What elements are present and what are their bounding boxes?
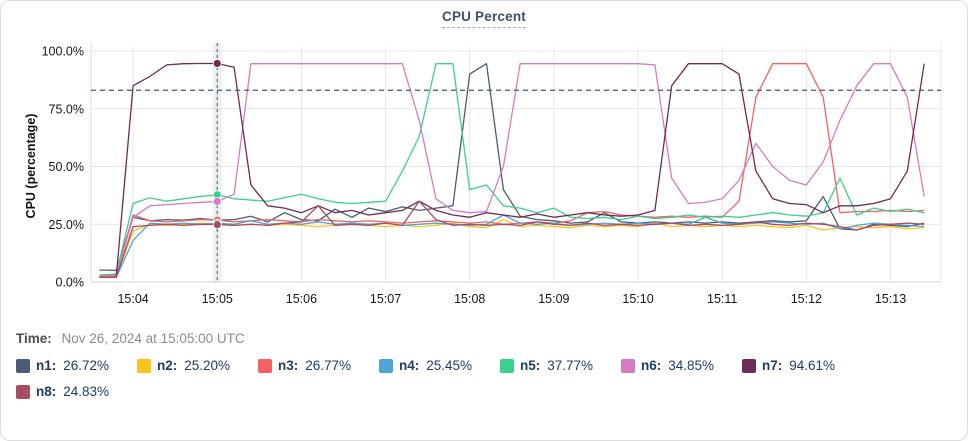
legend-item-n4[interactable]: n4: 25.45% bbox=[379, 358, 500, 373]
legend-item-n5[interactable]: n5: 37.77% bbox=[500, 358, 621, 373]
legend-swatch-n7 bbox=[742, 358, 756, 373]
legend-swatch-n6 bbox=[621, 358, 635, 373]
legend-label: n7: bbox=[762, 358, 783, 373]
x-tick-label: 15:12 bbox=[791, 292, 822, 306]
legend-label: n2: bbox=[157, 358, 178, 373]
legend-label: n8: bbox=[36, 384, 57, 399]
legend-label: n1: bbox=[36, 358, 57, 373]
legend-item-n3[interactable]: n3: 26.77% bbox=[258, 358, 379, 373]
legend-value: 25.45% bbox=[426, 358, 473, 373]
legend-value: 94.61% bbox=[789, 358, 836, 373]
legend-value: 24.83% bbox=[63, 384, 110, 399]
legend-swatch-n3 bbox=[258, 358, 272, 373]
crosshair-band bbox=[212, 43, 222, 282]
y-tick-label: 100.0% bbox=[42, 45, 84, 59]
legend-item-n6[interactable]: n6: 34.85% bbox=[621, 358, 742, 373]
chart-area[interactable]: CPU (percentage) 0.0% 25.0% 50.0% 75.0% 100.… bbox=[1, 35, 968, 309]
x-tick-label: 15:05 bbox=[202, 292, 233, 306]
x-tick-label: 15:11 bbox=[707, 292, 737, 306]
x-tick-label: 15:07 bbox=[370, 292, 401, 306]
legend-label: n6: bbox=[641, 358, 662, 373]
x-tick-label: 15:09 bbox=[538, 292, 569, 306]
y-tick-label: 50.0% bbox=[49, 160, 84, 174]
y-tick-label: 0.0% bbox=[56, 276, 85, 290]
panel-header: CPU Percent bbox=[1, 1, 967, 35]
legend-label: n3: bbox=[278, 358, 299, 373]
cpu-chart-svg[interactable]: 0.0% 25.0% 50.0% 75.0% 100.0% 15:04 15:05 15:06… bbox=[1, 35, 968, 309]
y-tick-label: 25.0% bbox=[49, 218, 84, 232]
x-tick-label: 15:04 bbox=[117, 292, 148, 306]
crosshair-dot-n6 bbox=[212, 197, 222, 206]
legend-value: 26.72% bbox=[63, 358, 110, 373]
x-tick-label: 15:06 bbox=[286, 292, 317, 306]
legend-value: 26.77% bbox=[305, 358, 352, 373]
series-line-n6[interactable] bbox=[99, 63, 925, 279]
series-line-n7[interactable] bbox=[99, 62, 925, 279]
x-tick-label: 15:08 bbox=[454, 292, 485, 306]
legend-value: 37.77% bbox=[547, 358, 594, 373]
y-tick-label: 75.0% bbox=[49, 102, 84, 116]
legend-item-n1[interactable]: n1: 26.72% bbox=[16, 358, 137, 373]
legend-label: n5: bbox=[520, 358, 541, 373]
panel-title[interactable]: CPU Percent bbox=[442, 9, 526, 28]
x-tick-label: 15:10 bbox=[622, 292, 653, 306]
tooltip-time-row: Time: Nov 26, 2024 at 15:05:00 UTC bbox=[1, 331, 967, 346]
series-line-n8[interactable] bbox=[99, 200, 925, 279]
time-value: Nov 26, 2024 at 15:05:00 UTC bbox=[61, 331, 245, 346]
time-label: Time: bbox=[16, 331, 52, 346]
legend-item-n2[interactable]: n2: 25.20% bbox=[137, 358, 258, 373]
crosshair-dot-n7 bbox=[212, 59, 222, 68]
legend-swatch-n4 bbox=[379, 358, 393, 373]
legend-swatch-n8 bbox=[16, 384, 30, 399]
legend-item-n7[interactable]: n7: 94.61% bbox=[742, 358, 863, 373]
series-line-n2[interactable] bbox=[99, 218, 925, 279]
series-line-n4[interactable] bbox=[99, 214, 925, 279]
series-line-n3[interactable] bbox=[99, 63, 925, 277]
legend-item-n8[interactable]: n8: 24.83% bbox=[16, 384, 137, 399]
legend: n1: 26.72% n2: 25.20% n3: 26.77% n4: 25.45% n5: 3… bbox=[1, 358, 967, 399]
legend-swatch-n5 bbox=[500, 358, 514, 373]
legend-value: 25.20% bbox=[184, 358, 231, 373]
crosshair-dot-n8 bbox=[212, 220, 222, 230]
y-axis-title: CPU (percentage) bbox=[24, 113, 38, 219]
legend-value: 34.85% bbox=[668, 358, 715, 373]
series-line-n1[interactable] bbox=[99, 63, 925, 272]
series-line-n5[interactable] bbox=[99, 63, 925, 276]
legend-swatch-n1 bbox=[16, 358, 30, 373]
legend-label: n4: bbox=[399, 358, 420, 373]
x-tick-label: 15:13 bbox=[875, 292, 906, 306]
legend-swatch-n2 bbox=[137, 358, 151, 373]
